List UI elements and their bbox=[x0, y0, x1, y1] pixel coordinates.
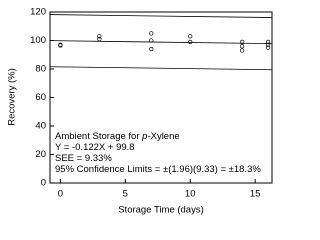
annotation-part: Y = -0.122X + 99.8 bbox=[55, 142, 135, 153]
data-point bbox=[265, 42, 271, 47]
data-point bbox=[239, 44, 245, 49]
data-point bbox=[149, 31, 154, 36]
data-point bbox=[188, 39, 193, 45]
y-tick-label: 60 bbox=[35, 92, 46, 103]
data-point bbox=[188, 34, 193, 39]
annotation-part: -Xylene bbox=[147, 131, 179, 142]
page: {"chart_data": {"type": "scatter", "xlab… bbox=[6, 6, 273, 216]
data-point bbox=[265, 45, 271, 50]
y-tick-label: 80 bbox=[35, 64, 46, 75]
data-point bbox=[149, 46, 154, 52]
data-point bbox=[58, 43, 63, 48]
x-axis-label: Storage Time (days) bbox=[118, 205, 204, 216]
x-tick-label: 5 bbox=[123, 189, 128, 200]
fit-line bbox=[49, 14, 273, 18]
x-tick-label: 15 bbox=[250, 189, 261, 200]
y-tick-label: 100 bbox=[30, 35, 46, 46]
annotation-part: p bbox=[141, 131, 147, 142]
data-point bbox=[239, 48, 245, 53]
data-point bbox=[97, 34, 102, 39]
annotation: Y = -0.122X + 99.8 bbox=[55, 142, 135, 153]
annotation-part: 95% Confidence Limits = ±(1.96)(9.33) = … bbox=[55, 164, 261, 175]
annotation: Ambient Storage for p-Xylene bbox=[55, 131, 180, 142]
data-point bbox=[239, 39, 245, 45]
fit-line bbox=[49, 40, 273, 45]
fit-line bbox=[49, 66, 273, 71]
y-tick-label: 20 bbox=[35, 149, 46, 160]
chart: Storage Time (days) Recovery (%) 0 20 40 60… bbox=[7, 7, 273, 216]
annotation-part: SEE = 9.33% bbox=[55, 153, 112, 164]
y-tick-label: 40 bbox=[35, 121, 46, 132]
annotation: SEE = 9.33% bbox=[55, 153, 112, 164]
data-point bbox=[97, 36, 102, 42]
x-tick-label: 0 bbox=[58, 189, 63, 200]
annotation: 95% Confidence Limits = ±(1.96)(9.33) = … bbox=[55, 164, 261, 175]
y-tick-label: 0 bbox=[41, 178, 46, 189]
y-tick-label: 120 bbox=[30, 7, 46, 18]
x-tick-label: 10 bbox=[185, 189, 196, 200]
annotation-part: Ambient Storage for bbox=[55, 131, 142, 142]
y-axis-label: Recovery (%) bbox=[7, 68, 18, 126]
